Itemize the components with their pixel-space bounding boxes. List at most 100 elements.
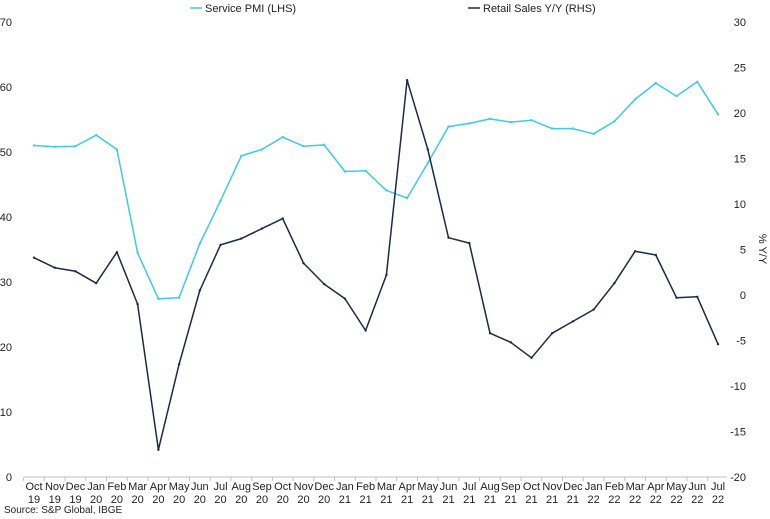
x-tick-label-month: Apr xyxy=(150,481,167,493)
x-tick-label-month: Jul xyxy=(711,481,725,493)
point-service-pmi xyxy=(260,148,264,151)
point-service-pmi xyxy=(550,127,554,130)
x-tick-label-year: 22 xyxy=(650,494,662,506)
x-tick-label-year: 19 xyxy=(28,494,40,506)
x-tick-label-year: 22 xyxy=(588,494,600,506)
x-tick-label-year: 21 xyxy=(567,494,579,506)
point-retail-sales xyxy=(157,448,160,451)
x-tick-label-year: 20 xyxy=(318,494,330,506)
x-tick-label-year: 21 xyxy=(422,494,434,506)
point-service-pmi xyxy=(219,199,222,202)
point-retail-sales xyxy=(488,332,492,335)
point-retail-sales xyxy=(468,241,471,245)
x-tick-label-month: Sep xyxy=(501,481,521,493)
left-tick-label: 30 xyxy=(0,277,12,289)
point-retail-sales xyxy=(240,237,243,240)
point-retail-sales xyxy=(198,289,202,292)
x-tick-label-month: Oct xyxy=(274,481,291,493)
x-tick-label-year: 22 xyxy=(629,494,641,506)
x-tick-label-month: Aug xyxy=(231,481,251,493)
x-tick-label-year: 22 xyxy=(608,494,620,506)
left-tick-label: 60 xyxy=(0,82,12,94)
point-service-pmi xyxy=(364,169,367,173)
x-tick-label-month: Jan xyxy=(87,481,105,493)
series xyxy=(32,79,720,451)
point-service-pmi xyxy=(281,135,284,139)
x-axis: Oct19Nov19Dec19Jan20Feb20Mar20Apr20May20… xyxy=(23,477,725,506)
left-tick-label: 70 xyxy=(0,17,12,29)
x-tick-label-year: 20 xyxy=(173,494,185,506)
x-tick-label-month: Oct xyxy=(25,481,42,493)
x-tick-label-year: 20 xyxy=(256,494,268,506)
point-service-pmi xyxy=(405,196,409,200)
point-service-pmi xyxy=(115,148,119,151)
left-tick-label: 10 xyxy=(0,407,12,419)
point-service-pmi xyxy=(654,81,658,85)
point-service-pmi xyxy=(322,143,326,147)
point-service-pmi xyxy=(240,154,243,158)
x-tick-label-month: Apr xyxy=(399,481,416,493)
right-tick-label: -20 xyxy=(730,472,746,484)
right-tick-label: -15 xyxy=(730,427,746,439)
point-retail-sales xyxy=(302,261,305,265)
x-tick-label-month: Mar xyxy=(626,481,645,493)
x-tick-label-month: Nov xyxy=(542,481,562,493)
point-service-pmi xyxy=(613,120,616,123)
right-tick-label: 25 xyxy=(734,63,746,75)
point-service-pmi xyxy=(530,118,533,122)
x-tick-label-year: 22 xyxy=(691,494,703,506)
point-service-pmi xyxy=(302,144,305,148)
point-retail-sales xyxy=(405,79,409,82)
x-tick-label-year: 22 xyxy=(712,494,724,506)
right-tick-label: 15 xyxy=(734,154,746,166)
point-retail-sales xyxy=(94,281,98,285)
x-tick-label-year: 20 xyxy=(132,494,144,506)
point-retail-sales xyxy=(177,362,181,366)
left-tick-label: 40 xyxy=(0,212,12,224)
point-service-pmi xyxy=(571,127,575,130)
x-tick-label-year: 20 xyxy=(90,494,102,506)
x-tick-label-month: Feb xyxy=(356,481,375,493)
point-retail-sales xyxy=(530,356,533,359)
x-tick-label-month: Jul xyxy=(214,481,228,493)
source-note: Source: S&P Global, IBGE xyxy=(4,505,123,516)
x-tick-label-year: 21 xyxy=(525,494,537,506)
point-retail-sales xyxy=(571,320,575,323)
left-tick-label: 20 xyxy=(0,342,12,354)
x-tick-label-month: May xyxy=(169,481,190,493)
right-axis-title: % Y/Y xyxy=(756,234,768,265)
legend-label-retail-sales: Retail Sales Y/Y (RHS) xyxy=(483,3,596,15)
x-tick-label-year: 19 xyxy=(69,494,81,506)
x-tick-label-year: 20 xyxy=(152,494,164,506)
point-retail-sales xyxy=(74,270,77,273)
point-retail-sales xyxy=(447,236,450,239)
x-tick-label-year: 21 xyxy=(546,494,558,506)
point-service-pmi xyxy=(136,251,139,254)
right-tick-label: 30 xyxy=(734,17,746,29)
x-tick-label-year: 20 xyxy=(111,494,123,506)
x-tick-label-month: Jul xyxy=(462,481,476,493)
x-tick-label-year: 20 xyxy=(235,494,247,506)
x-tick-label-year: 21 xyxy=(505,494,517,506)
point-retail-sales xyxy=(136,302,139,306)
x-tick-label-year: 20 xyxy=(194,494,206,506)
x-tick-label-year: 21 xyxy=(463,494,475,506)
point-service-pmi xyxy=(633,98,637,101)
x-tick-label-year: 20 xyxy=(297,494,309,506)
x-tick-label-month: Dec xyxy=(563,481,583,493)
x-tick-label-month: Oct xyxy=(523,481,540,493)
point-service-pmi xyxy=(177,296,181,299)
x-tick-label-year: 21 xyxy=(380,494,392,506)
x-tick-label-month: Feb xyxy=(107,481,126,493)
point-service-pmi xyxy=(343,170,347,173)
point-retail-sales xyxy=(509,341,512,344)
point-retail-sales xyxy=(716,342,720,346)
point-service-pmi xyxy=(488,117,492,121)
x-tick-label-year: 21 xyxy=(484,494,496,506)
x-tick-label-month: Mar xyxy=(377,481,396,493)
point-service-pmi xyxy=(198,242,202,245)
point-retail-sales xyxy=(385,273,388,277)
x-tick-label-month: Apr xyxy=(647,481,664,493)
point-retail-sales xyxy=(675,296,678,299)
point-service-pmi xyxy=(32,144,36,147)
